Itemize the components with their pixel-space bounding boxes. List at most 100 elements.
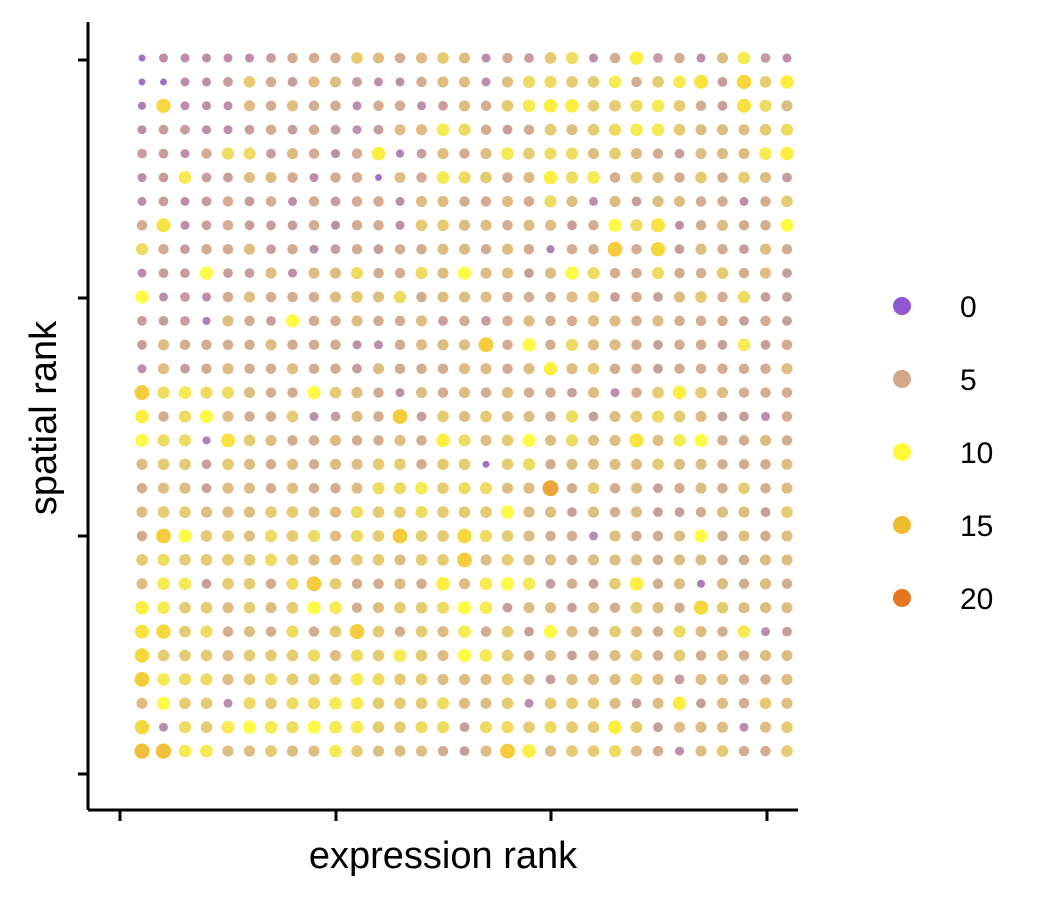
- point: [287, 435, 298, 446]
- point: [134, 624, 150, 639]
- point: [201, 220, 212, 231]
- point: [437, 387, 449, 398]
- point: [244, 268, 255, 278]
- point: [286, 625, 299, 638]
- point: [696, 698, 706, 709]
- point: [717, 626, 728, 637]
- point: [674, 267, 685, 279]
- point: [372, 554, 385, 566]
- point: [630, 649, 643, 662]
- point: [781, 387, 793, 398]
- point: [180, 149, 190, 159]
- point: [137, 268, 147, 278]
- point: [523, 363, 535, 375]
- point: [373, 100, 384, 112]
- point: [760, 196, 771, 207]
- point: [652, 602, 664, 614]
- point: [501, 195, 514, 207]
- point: [629, 51, 644, 65]
- point: [716, 745, 729, 757]
- point: [178, 577, 192, 591]
- point: [652, 745, 664, 757]
- point: [782, 292, 792, 302]
- point: [394, 52, 406, 64]
- point: [544, 697, 557, 710]
- point: [781, 745, 793, 757]
- point: [630, 745, 643, 757]
- point: [351, 458, 363, 470]
- point: [717, 482, 728, 494]
- point: [695, 100, 707, 112]
- point: [134, 719, 150, 735]
- legend-swatch: [893, 516, 911, 534]
- point: [437, 410, 449, 423]
- point: [134, 648, 150, 663]
- point: [587, 482, 600, 495]
- point: [695, 243, 707, 255]
- point: [609, 482, 621, 494]
- point: [609, 339, 621, 351]
- point: [200, 554, 213, 566]
- point: [480, 745, 492, 757]
- point: [567, 387, 577, 398]
- point: [416, 459, 427, 470]
- point: [566, 626, 578, 638]
- point: [330, 52, 341, 64]
- point: [588, 578, 599, 589]
- point: [220, 433, 236, 448]
- point: [480, 434, 492, 446]
- point: [695, 626, 707, 638]
- point: [501, 410, 514, 423]
- point: [501, 99, 514, 112]
- point: [202, 436, 211, 445]
- point: [566, 315, 578, 327]
- point: [695, 745, 707, 757]
- point: [373, 340, 384, 350]
- legend: 0 5 10 15 20: [893, 291, 993, 616]
- point: [587, 721, 600, 734]
- point: [781, 578, 793, 590]
- point: [352, 340, 362, 350]
- point: [416, 291, 427, 303]
- point: [373, 267, 384, 279]
- point: [523, 506, 535, 518]
- point: [222, 602, 234, 614]
- point: [264, 529, 278, 543]
- point: [372, 52, 385, 64]
- point: [674, 52, 685, 64]
- point: [200, 506, 213, 518]
- point: [393, 482, 407, 495]
- point: [393, 649, 407, 662]
- point: [157, 339, 170, 351]
- point: [481, 53, 491, 63]
- point: [781, 435, 793, 446]
- point: [137, 101, 147, 110]
- point: [458, 506, 471, 518]
- point: [351, 387, 363, 399]
- point: [587, 267, 600, 280]
- point: [287, 196, 298, 206]
- point: [544, 52, 557, 64]
- point: [372, 602, 385, 614]
- point: [180, 220, 190, 230]
- point: [436, 576, 450, 591]
- point: [416, 243, 427, 255]
- point: [523, 291, 535, 303]
- point: [566, 482, 578, 494]
- point: [286, 673, 299, 686]
- point: [653, 507, 663, 517]
- point: [652, 530, 664, 542]
- point: [587, 506, 600, 518]
- y-ticks: [78, 58, 88, 776]
- point: [201, 77, 212, 87]
- point: [437, 506, 449, 518]
- point: [587, 554, 600, 566]
- point: [244, 124, 255, 135]
- point: [264, 720, 278, 734]
- point: [587, 339, 600, 351]
- point: [523, 315, 535, 327]
- point: [350, 505, 364, 519]
- point: [137, 316, 147, 326]
- axes: [78, 22, 798, 821]
- point: [307, 649, 321, 662]
